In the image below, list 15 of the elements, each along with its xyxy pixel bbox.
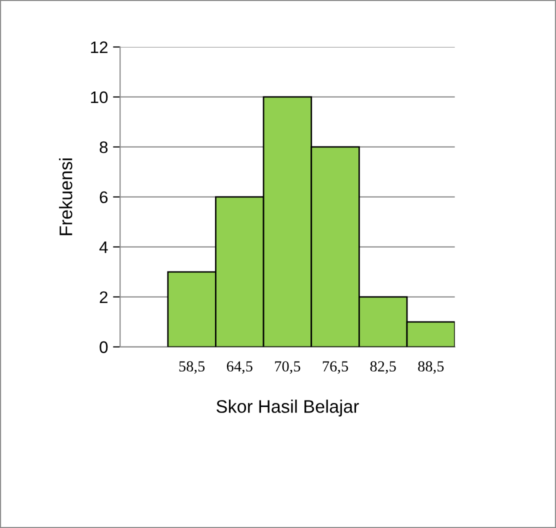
y-axis-title: Frekuensi bbox=[59, 158, 72, 236]
x-tick-label: 58,5 bbox=[179, 361, 205, 374]
y-tick-label: 12 bbox=[91, 41, 108, 54]
x-tick-label: 76,5 bbox=[322, 361, 348, 374]
y-tick-label: 0 bbox=[100, 341, 108, 354]
y-tick-label: 2 bbox=[100, 291, 108, 303]
x-tick-label: 64,5 bbox=[226, 361, 252, 374]
x-axis-title: Skor Hasil Belajar bbox=[216, 400, 359, 416]
x-tick-label: 70,5 bbox=[275, 361, 300, 374]
y-tick-label: 6 bbox=[100, 191, 108, 204]
y-tick-label: 4 bbox=[99, 242, 108, 253]
x-tick-label: 88,5 bbox=[418, 361, 444, 374]
y-tick-label: 10 bbox=[91, 91, 108, 104]
x-tick-label: 82,5 bbox=[370, 361, 396, 374]
y-tick-label: 8 bbox=[100, 141, 108, 154]
